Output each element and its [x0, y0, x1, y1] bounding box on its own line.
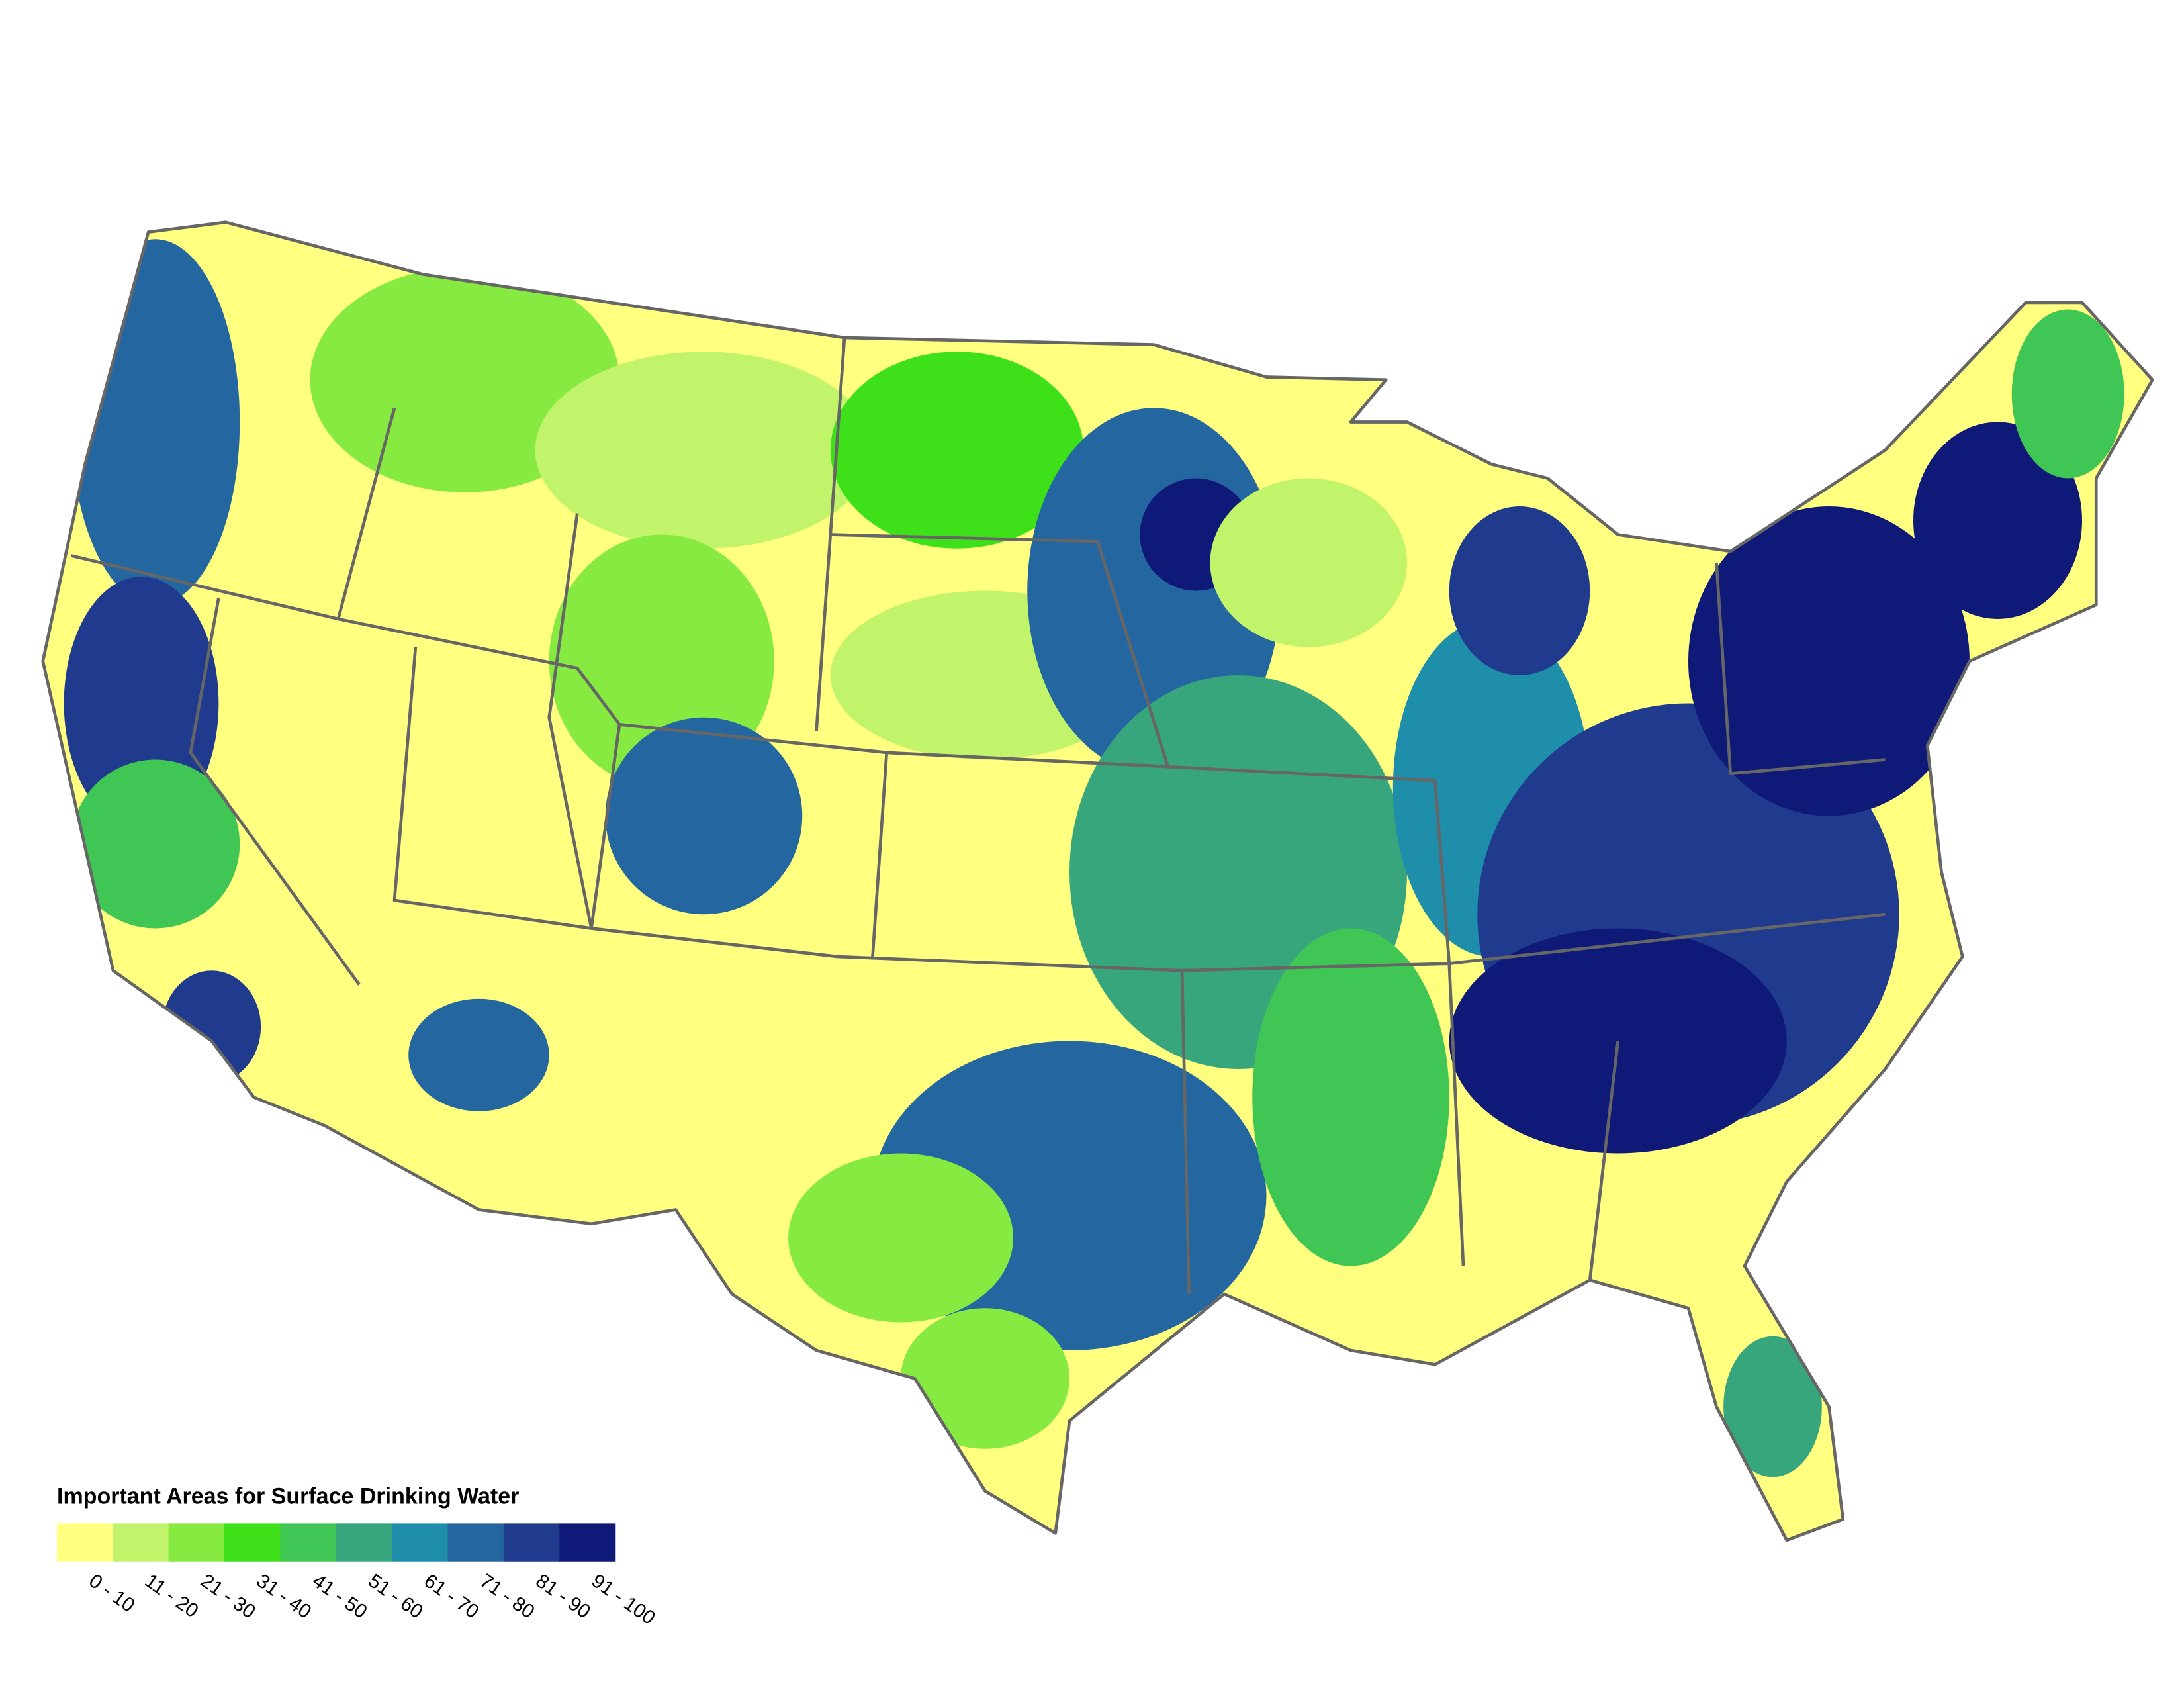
- legend-swatch: [113, 1523, 169, 1562]
- legend-swatch: [224, 1523, 281, 1562]
- region-fill: [1449, 506, 1590, 675]
- legend-swatch: [447, 1523, 504, 1562]
- legend-label: 21 - 30: [197, 1570, 259, 1622]
- legend-label: 61 - 70: [420, 1570, 483, 1622]
- region-fill: [1913, 422, 2082, 619]
- legend-swatch: [503, 1523, 560, 1562]
- legend-label: 81 - 90: [531, 1570, 594, 1622]
- region-fill: [162, 970, 261, 1084]
- legend-title: Important Areas for Surface Drinking Wat…: [57, 1484, 519, 1509]
- region-fill: [901, 1308, 1069, 1449]
- legend-label: 51 - 60: [364, 1570, 427, 1622]
- country-outline: [41, 220, 2154, 1542]
- region-fill: [1547, 1153, 1801, 1294]
- region-fill: [830, 352, 1084, 549]
- state-borders: [70, 337, 1886, 1295]
- region-fill: [1723, 1336, 1822, 1477]
- legend-label: 41 - 50: [308, 1570, 371, 1622]
- legend-swatch: [57, 1523, 113, 1562]
- legend-label: 11 - 20: [141, 1570, 203, 1622]
- legend-label: 71 - 80: [476, 1570, 539, 1622]
- region-fill: [605, 717, 803, 915]
- region-fill: [1210, 478, 1407, 647]
- region-fill: [2011, 309, 2124, 479]
- legend-swatch: [280, 1523, 337, 1562]
- legend-swatch: [336, 1523, 392, 1562]
- legend-label: 91 - 100: [588, 1570, 659, 1629]
- legend: Important Areas for Surface Drinking Wat…: [57, 1484, 659, 1629]
- legend-swatch: [559, 1523, 616, 1562]
- region-fill: [408, 998, 549, 1111]
- region-fill: [788, 1153, 1013, 1323]
- legend-label: 31 - 40: [253, 1570, 316, 1622]
- region-fill: [1252, 928, 1449, 1266]
- region-fill: [71, 759, 240, 929]
- legend-swatch: [168, 1523, 225, 1562]
- region-fill: [535, 352, 873, 549]
- legend-label: 0 - 10: [85, 1570, 138, 1617]
- legend-swatch: [392, 1523, 449, 1562]
- region-fill: [1688, 506, 1970, 816]
